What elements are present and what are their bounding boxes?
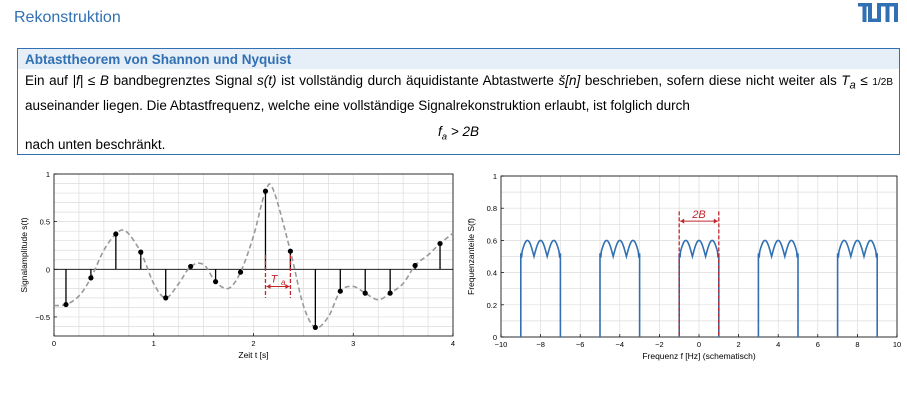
sample-point [362, 290, 368, 296]
x-tick-label: −4 [616, 340, 625, 349]
spectrum-replica [836, 239, 878, 337]
text-segment: auseinander liegen. Die Abtastfrequenz, … [25, 97, 690, 113]
y-tick-label: 0 [46, 265, 50, 274]
x-tick-label: 4 [776, 340, 780, 349]
sample-point [312, 324, 318, 331]
y-tick-label: 0.5 [40, 218, 50, 227]
x-tick-label: −2 [655, 340, 664, 349]
formula-subscript: a [441, 131, 448, 143]
spectrum-replica [520, 239, 562, 337]
period-subscript: a [849, 79, 856, 92]
sample-point [437, 240, 443, 247]
period-label: T [271, 273, 279, 285]
y-tick-label: 0.4 [487, 269, 497, 278]
x-tick-label: 4 [451, 339, 455, 348]
y-tick-label: −0.5 [35, 313, 50, 322]
sample-point [88, 275, 94, 281]
band-arrow-head [680, 218, 685, 224]
period-arrow-head [266, 283, 271, 289]
y-tick-label: 0 [493, 333, 497, 342]
band-label: 2B [691, 209, 705, 221]
y-axis-label: Signalamplitude s(t) [19, 217, 29, 292]
x-tick-label: 8 [855, 340, 859, 349]
theorem-text: Ein auf |f| ≤ B bandbegrenztes Signal s(… [25, 71, 893, 115]
x-tick-label: −6 [576, 340, 585, 349]
sample-point [287, 248, 294, 254]
x-tick-label: 2 [737, 340, 741, 349]
x-tick-label: 1 [152, 339, 156, 348]
y-tick-label: 1 [46, 170, 50, 179]
band-arrow-head [713, 218, 718, 224]
sample-symbol: š[n] [558, 73, 581, 88]
spectrum-replica [678, 239, 720, 337]
spectrum-replica [757, 239, 799, 337]
x-tick-label: 0 [52, 339, 56, 348]
sample-point [63, 301, 69, 308]
sample-point [262, 188, 269, 194]
x-tick-label: 10 [893, 340, 901, 349]
y-tick-label: 0.8 [487, 204, 497, 213]
sample-point [337, 288, 343, 294]
x-tick-label: 6 [816, 340, 820, 349]
period-label-subscript: a [281, 278, 286, 287]
y-axis-label: Frequenzanteile S(f) [466, 218, 476, 295]
sample-point [163, 295, 169, 301]
le-symbol: ≤ [855, 73, 873, 88]
slide-title: Rekonstruktion [14, 9, 121, 26]
x-tick-label: 3 [351, 339, 355, 348]
sample-point [212, 279, 219, 285]
x-axis-label: Zeit t [s] [238, 350, 268, 360]
y-tick-label: 0.6 [487, 236, 497, 245]
sample-point [113, 231, 119, 237]
sample-point [387, 290, 393, 296]
sample-point [188, 263, 194, 270]
formula-rest: > 2B [447, 124, 479, 139]
spectrum-replica [599, 239, 641, 337]
signal-symbol: s(t) [257, 73, 277, 88]
theorem-title: Abtasttheorem von Shannon und Nyquist [25, 52, 292, 67]
x-tick-label: 2 [251, 339, 255, 348]
theorem-box: Abtasttheorem von Shannon und Nyquist Ei… [17, 48, 900, 155]
theorem-outro: nach unten beschränkt. [25, 137, 166, 152]
text-segment: Ein auf [25, 73, 73, 88]
sampling-formula: fa > 2B [18, 124, 899, 143]
period-arrow-head [285, 283, 290, 289]
period-symbol: T [841, 73, 850, 88]
x-axis-label: Frequenz f [Hz] (schematisch) [642, 351, 756, 361]
y-tick-label: 0.2 [487, 301, 497, 310]
y-tick-label: 1 [493, 172, 497, 181]
sample-point [412, 262, 418, 269]
x-tick-label: −10 [495, 340, 508, 349]
text-segment: bandbegrenztes Signal [108, 73, 257, 88]
sample-point [138, 249, 144, 255]
x-tick-label: 0 [697, 340, 701, 349]
text-segment: beschrieben, sofern diese nicht weiter a… [580, 73, 842, 88]
sample-point [237, 269, 244, 275]
period-bound: 1/2B [872, 77, 893, 88]
tum-logo-icon [858, 3, 898, 22]
x-tick-label: −8 [536, 340, 545, 349]
signal-curve [53, 183, 454, 329]
theorem-header [18, 49, 899, 69]
text-segment: ist vollständig durch äquidistante Abtas… [276, 73, 559, 88]
band-condition: |f| ≤ B [72, 73, 109, 88]
formula-f: f [438, 124, 442, 139]
